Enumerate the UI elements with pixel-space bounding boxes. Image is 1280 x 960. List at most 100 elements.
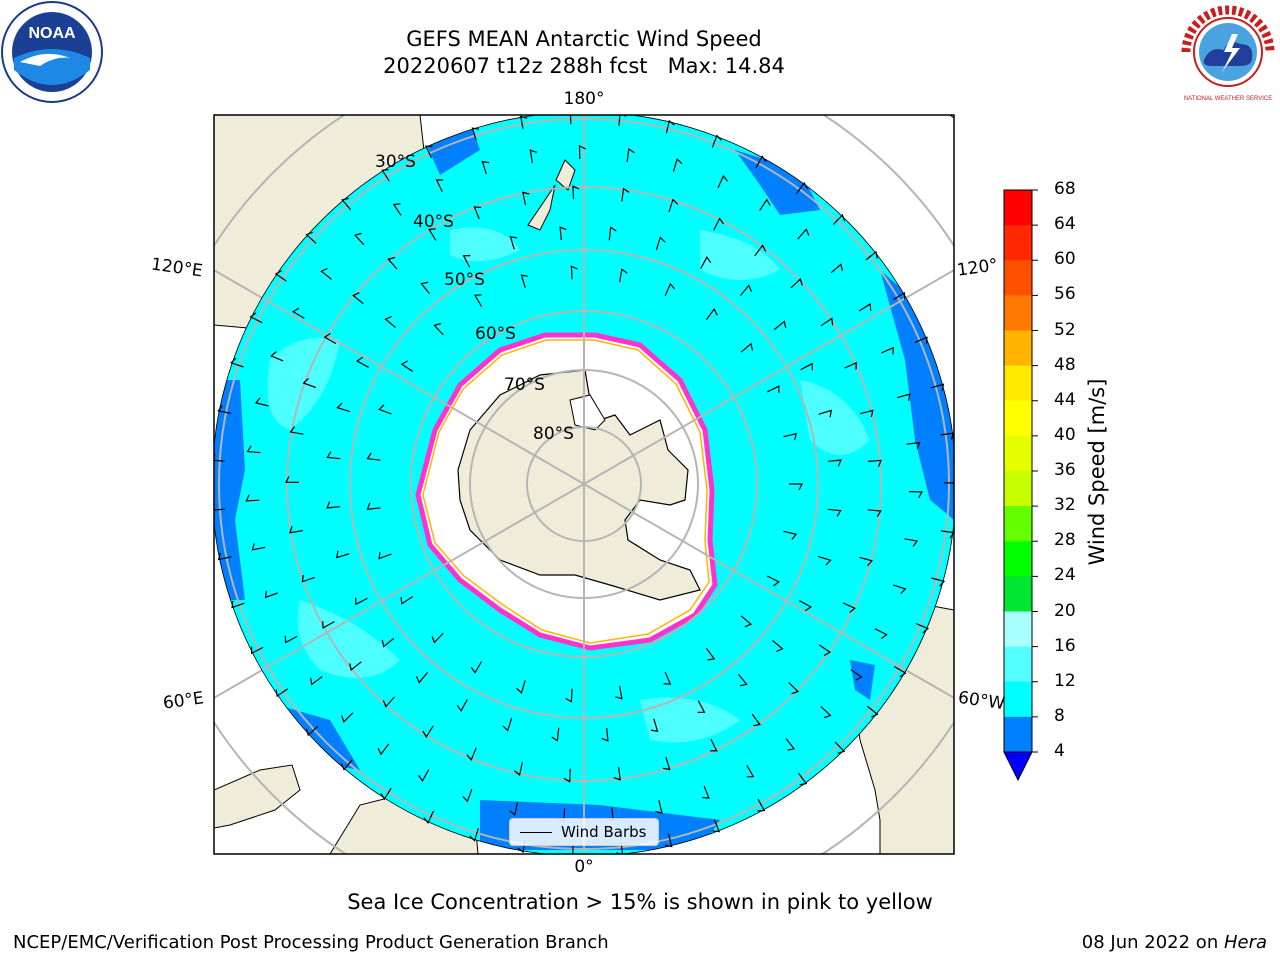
wind-barb <box>456 699 468 712</box>
wind-barb <box>655 800 663 814</box>
wind-barb <box>908 491 923 499</box>
wind-barb <box>664 833 673 848</box>
wind-barb <box>702 785 710 799</box>
noaa-logo-icon: NOAA <box>1 1 103 103</box>
wind-barb <box>759 198 771 211</box>
wind-barb <box>757 798 766 812</box>
wind-barb <box>355 597 368 606</box>
legend: Wind Barbs <box>509 818 659 846</box>
wind-barb <box>513 762 523 777</box>
wind-barb <box>559 226 567 241</box>
wind-barb <box>755 155 767 169</box>
wind-barb <box>400 596 414 605</box>
chart-title: GEFS MEAN Antarctic Wind Speed <box>406 27 762 51</box>
noaa-logo-text: NOAA <box>28 25 76 42</box>
wind-barb <box>274 270 287 282</box>
colorbar-segment <box>1004 435 1032 472</box>
wind-barb <box>392 203 402 216</box>
wind-barb <box>289 526 303 534</box>
colorbar-segment <box>1004 260 1032 296</box>
wind-barb <box>650 718 659 733</box>
lat-label-50s: 50°S <box>444 270 485 290</box>
wind-barb <box>431 632 444 644</box>
colorbar <box>1003 189 1038 782</box>
wind-barb <box>250 646 264 655</box>
wind-barb <box>892 584 907 595</box>
wind-barb <box>578 145 586 160</box>
wind-barb <box>601 727 609 742</box>
wind-barb <box>619 268 628 283</box>
wind-barb <box>881 346 894 355</box>
wind-barb <box>897 393 911 401</box>
wind-barb <box>378 404 392 415</box>
wind-barb <box>520 115 528 130</box>
wind-barb <box>740 615 753 628</box>
wind-barb <box>621 187 630 202</box>
wind-barb <box>906 441 921 450</box>
wind-barb <box>626 147 635 162</box>
wind-barb <box>827 508 842 517</box>
wind-barb <box>354 232 365 246</box>
wind-barb <box>931 577 946 587</box>
lat-label-30s: 30°S <box>375 152 416 172</box>
lat-label-60s: 60°S <box>475 324 516 344</box>
wind-barb <box>502 717 513 732</box>
wind-barb <box>481 160 490 175</box>
wind-barb <box>522 191 530 206</box>
colorbar-tick-label: 28 <box>1054 530 1076 551</box>
wind-barb <box>820 706 832 719</box>
colorbar-segment <box>1004 646 1032 683</box>
colorbar-tick-label: 52 <box>1054 319 1076 340</box>
wind-barb <box>892 291 906 301</box>
wind-barb <box>746 764 755 778</box>
wind-barb <box>740 284 753 296</box>
wind-barb <box>551 727 560 742</box>
wind-barb <box>520 274 529 288</box>
wind-barb <box>711 134 722 148</box>
colorbar-segment <box>1004 295 1032 331</box>
wind-barb <box>469 828 479 842</box>
colorbar-tick-label: 16 <box>1054 635 1076 656</box>
wind-barb <box>340 759 353 771</box>
colorbar-segment <box>1004 471 1032 507</box>
wind-barb <box>751 713 761 727</box>
wind-barb <box>335 550 350 559</box>
wind-barb <box>569 115 577 125</box>
wind-barb <box>827 459 842 467</box>
wind-barb <box>943 482 954 490</box>
colorbar-tick-label: 60 <box>1054 249 1076 270</box>
nws-logo-text: NATIONAL WEATHER SERVICE <box>1184 96 1272 102</box>
colorbar-segment <box>1004 190 1032 226</box>
wind-barb <box>249 312 263 324</box>
wind-barb <box>796 181 808 194</box>
colorbar-extend-arrow-icon <box>1003 751 1033 782</box>
wind-barb <box>798 772 808 786</box>
wind-barb <box>817 555 832 566</box>
wind-barb <box>382 696 395 708</box>
lon-label-180: 180° <box>563 89 605 109</box>
wind-barb <box>356 356 369 368</box>
caption: Sea Ice Concentration > 15% is shown in … <box>347 890 933 914</box>
wind-barb <box>420 281 431 295</box>
wind-barb <box>766 575 780 587</box>
colorbar-tick-label: 12 <box>1054 670 1076 691</box>
footer-machine: Hera <box>1223 932 1267 953</box>
wind-barb <box>785 738 796 751</box>
wind-barb <box>850 669 863 681</box>
wind-barb <box>713 217 725 231</box>
wind-barb <box>217 405 232 414</box>
wind-barb <box>788 681 800 695</box>
wind-barb <box>292 307 305 319</box>
wind-barb <box>415 672 428 684</box>
wind-barb <box>754 244 767 257</box>
wind-barb <box>930 383 945 392</box>
colorbar-tick-label: 32 <box>1054 495 1076 516</box>
colorbar-tick-label: 48 <box>1054 354 1076 375</box>
colorbar-segment <box>1004 541 1032 577</box>
wind-barb <box>615 685 623 700</box>
wind-barb <box>789 483 803 491</box>
wind-barb <box>874 628 888 640</box>
colorbar-tick-label: 4 <box>1054 741 1065 761</box>
wind-barb <box>381 168 390 182</box>
wind-barb <box>231 600 245 609</box>
